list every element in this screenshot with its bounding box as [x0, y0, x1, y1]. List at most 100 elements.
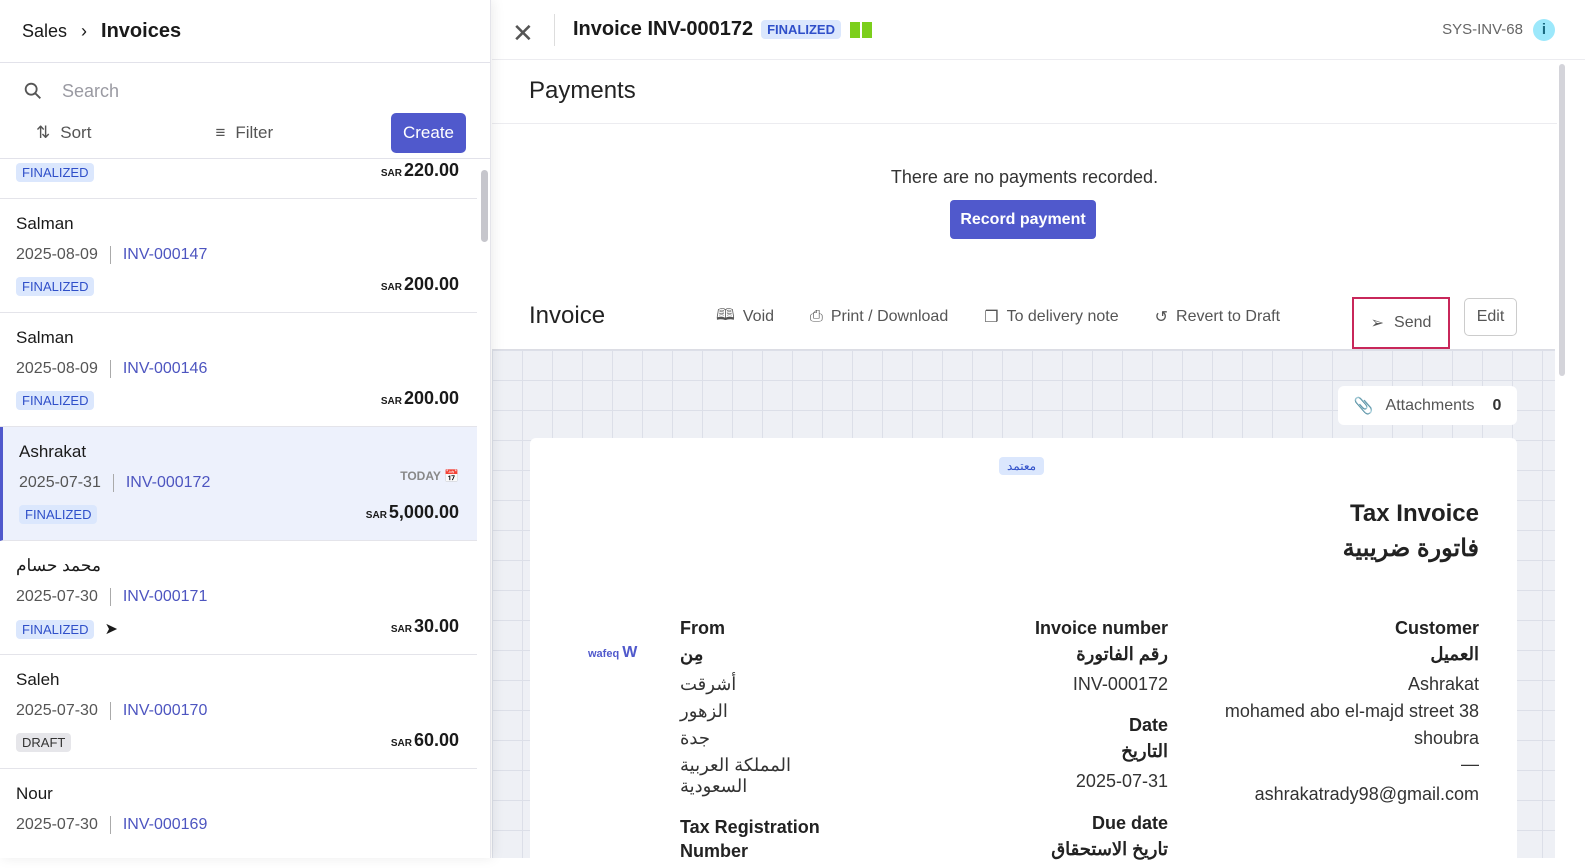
from-line: جدة — [680, 728, 711, 748]
invoice-section-title: Invoice — [529, 302, 606, 329]
invoice-meta: 2025-07-30 INV-000171 — [16, 588, 207, 606]
status-badge: FINALIZED — [761, 20, 841, 39]
invoice-meta: 2025-07-30 INV-000169 — [16, 816, 207, 834]
invoice-number: INV-000146 — [122, 360, 208, 377]
invoice-number-label-ar: رقم الفاتورة — [1076, 644, 1168, 664]
void-button[interactable]: 🕮 Void — [716, 304, 774, 331]
detail-header: ✕ Invoice INV-000172 FINALIZED SYS-INV-6… — [492, 0, 1585, 60]
send-button[interactable]: ➢ Send — [1352, 297, 1450, 349]
badges: FINALIZED — [16, 163, 95, 182]
invoice-list-item[interactable]: Saleh 2025-07-30 INV-000170 DRAFT SAR 60.00 — [0, 655, 477, 769]
from-line: الزهور — [680, 701, 728, 721]
detail-title: Invoice INV-000172 FINALIZED — [573, 18, 873, 41]
filter-button[interactable]: ≡ Filter — [215, 123, 273, 143]
divider — [492, 123, 1557, 124]
invoice-amount: SAR 60.00 — [391, 730, 459, 751]
invoice-date: 2025-07-30 — [16, 816, 98, 833]
invoice-list-item[interactable]: Salman 2025-08-09 INV-000146 FINALIZED SAR 20… — [0, 313, 477, 427]
invoice-number: INV-000169 — [122, 816, 208, 833]
sort-icon: ⇅ — [36, 123, 51, 142]
customer-street: mohamed abo el-majd street 38 — [1224, 701, 1479, 721]
breadcrumb-sales[interactable]: Sales — [22, 21, 68, 41]
list-scrollbar[interactable] — [481, 170, 488, 242]
close-icon[interactable]: ✕ — [512, 18, 534, 48]
print-download-button[interactable]: ⎙ Print / Download — [810, 308, 948, 326]
paperclip-icon: 📎 — [1353, 397, 1374, 415]
edit-button[interactable]: Edit — [1464, 298, 1517, 336]
badges: DRAFT — [16, 733, 72, 752]
from-line: أشرقت — [680, 674, 737, 694]
attachments-button[interactable]: 📎 Attachments 0 — [1338, 386, 1517, 425]
status-badge: FINALIZED — [16, 391, 95, 410]
status-badge: FINALIZED — [16, 277, 95, 296]
invoice-document: معتمد Tax Invoice فاتورة ضريبية wafeq W … — [530, 438, 1517, 868]
invoice-list: FINALIZED SAR 220.00 Salman 2025-08-09 INV-00… — [0, 159, 477, 858]
doc-title-ar: فاتورة ضريبية — [1342, 535, 1479, 562]
revert-icon: ↺ — [1154, 309, 1169, 326]
invoice-list-panel: Sales › Invoices Search ⇅ Sort ≡ Filter Cr… — [0, 0, 491, 858]
invoice-list-item[interactable]: FINALIZED SAR 220.00 — [0, 159, 477, 199]
search-icon — [24, 82, 41, 99]
status-badge: FINALIZED — [19, 505, 98, 524]
sort-label: Sort — [60, 123, 92, 142]
revert-to-draft-button[interactable]: ↺ Revert to Draft — [1155, 307, 1280, 327]
badges: FINALIZED — [16, 391, 95, 410]
create-button[interactable]: Create — [391, 113, 466, 153]
customer-name: Nour — [16, 784, 53, 803]
customer-name: محمد حسام — [16, 556, 101, 575]
customer-dash: — — [1461, 754, 1479, 774]
delivery-label: To delivery note — [1006, 308, 1119, 325]
invoice-meta: 2025-07-31 INV-000172 — [19, 474, 210, 492]
print-label: Print / Download — [830, 308, 949, 325]
customer-name: Ashrakat — [1407, 674, 1479, 694]
invoice-list-item[interactable]: Salman 2025-08-09 INV-000147 FINALIZED SAR 20… — [0, 199, 477, 313]
invoice-meta: 2025-07-30 INV-000170 — [16, 702, 207, 720]
list-toolbar: ⇅ Sort ≡ Filter Create — [36, 113, 466, 153]
due-date-label: Due date — [1091, 813, 1168, 833]
page-title: Invoices — [101, 20, 182, 42]
date-label-ar: التاريخ — [1121, 741, 1168, 761]
badges: FINALIZED ➤ — [16, 619, 118, 639]
to-delivery-note-button[interactable]: ❐ To delivery note — [984, 307, 1118, 327]
attachments-label: Attachments — [1385, 396, 1475, 414]
doc-title-en: Tax Invoice — [1350, 500, 1479, 527]
void-label: Void — [742, 308, 775, 325]
chevron-right-icon: › — [81, 21, 88, 41]
no-payments-text: There are no payments recorded. — [890, 167, 1159, 187]
currency: SAR — [380, 168, 402, 179]
search-box[interactable]: Search — [22, 80, 119, 102]
invoice-list-item[interactable]: محمد حسام 2025-07-30 INV-000171 FINALIZED ➤ S… — [0, 541, 477, 655]
invoice-amount: SAR 200.00 — [381, 274, 459, 295]
invoice-number: INV-000171 — [122, 588, 208, 605]
amount-value: 60.00 — [413, 730, 459, 750]
breadcrumb: Sales › Invoices — [22, 20, 181, 43]
info-icon[interactable]: i — [1533, 19, 1555, 41]
invoice-number: INV-000172 — [125, 474, 211, 491]
divider — [109, 702, 111, 720]
amount-value: 30.00 — [413, 616, 459, 636]
invoice-list-item[interactable]: Nour 2025-07-30 INV-000169 — [0, 769, 477, 858]
divider — [112, 474, 114, 492]
invoice-detail-panel: ✕ Invoice INV-000172 FINALIZED SYS-INV-6… — [492, 0, 1585, 868]
divider — [109, 816, 111, 834]
from-line: المملكة العربية السعودية — [680, 755, 792, 796]
from-label: From — [680, 618, 725, 638]
today-tag: TODAY 📅 — [400, 469, 459, 483]
search-input[interactable]: Search — [62, 80, 120, 101]
invoice-amount: SAR 30.00 — [391, 616, 459, 637]
record-payment-button[interactable]: Record payment — [950, 200, 1096, 239]
badges: FINALIZED — [19, 505, 98, 524]
amount-value: 220.00 — [403, 160, 459, 180]
amount-value: 200.00 — [403, 274, 459, 294]
divider — [109, 588, 111, 606]
customer-name: Ashrakat — [19, 442, 87, 461]
date-label: Date — [1128, 715, 1168, 735]
invoice-list-item[interactable]: Ashrakat 2025-07-31 INV-000172 FINALIZED TOD… — [0, 427, 477, 541]
detail-scrollbar[interactable] — [1559, 64, 1565, 376]
send-label: Send — [1394, 314, 1432, 331]
divider — [0, 62, 490, 63]
sort-button[interactable]: ⇅ Sort — [36, 123, 91, 143]
invoice-date: 2025-07-30 — [16, 588, 98, 605]
status-badge: FINALIZED — [16, 163, 95, 182]
status-badge: FINALIZED — [16, 619, 95, 639]
